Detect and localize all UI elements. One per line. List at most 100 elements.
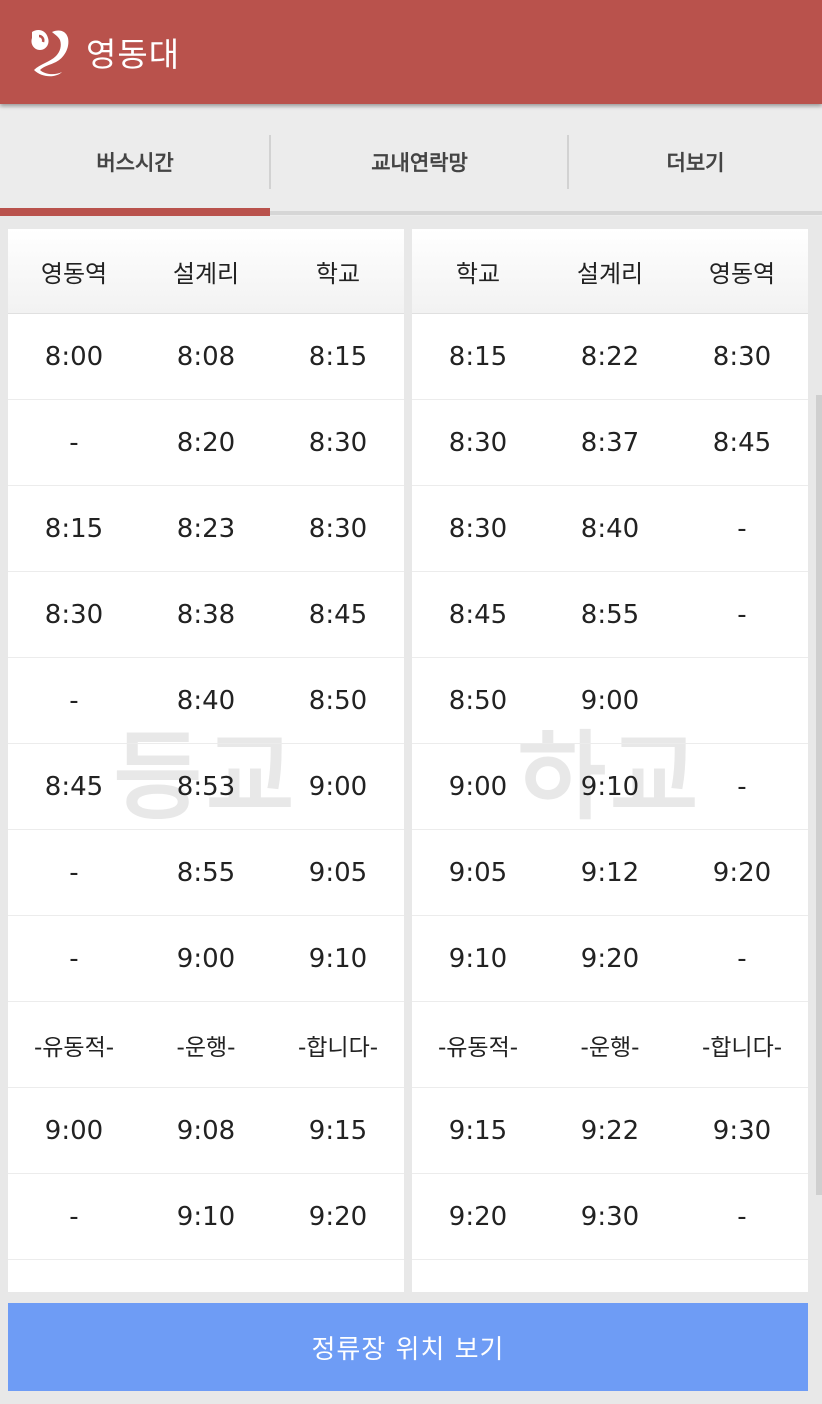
timetable-row: 8:30 8:37 8:45 bbox=[412, 400, 808, 486]
tab-baseline bbox=[0, 211, 822, 215]
time-cell: 8:30 bbox=[308, 513, 368, 544]
time-cell: 8:50 bbox=[448, 685, 508, 716]
timetable-note-row: -유동적- -운행- -합니다- bbox=[412, 1002, 808, 1088]
time-cell: 9:00 bbox=[580, 685, 640, 716]
time-cell: 9:20 bbox=[308, 1201, 368, 1232]
timetable-row: 9:10 9:20 - bbox=[412, 916, 808, 1002]
time-cell: 8:45 bbox=[44, 771, 104, 802]
time-cell: - bbox=[737, 1201, 747, 1232]
time-cell: 8:45 bbox=[308, 599, 368, 630]
note-cell: -유동적- bbox=[437, 1034, 519, 1061]
tab-contacts[interactable]: 교내연락망 bbox=[371, 151, 468, 175]
time-cell: 9:20 bbox=[448, 1201, 508, 1232]
time-cell: 9:00 bbox=[308, 771, 368, 802]
time-cell: 9:10 bbox=[580, 771, 640, 802]
time-cell: 9:30 bbox=[712, 1115, 772, 1146]
time-cell: - bbox=[69, 427, 79, 458]
timetable-row: 9:15 9:22 9:30 bbox=[412, 1088, 808, 1174]
time-cell: 9:00 bbox=[44, 1115, 104, 1146]
column-header: 영동역 bbox=[40, 259, 108, 288]
tab-divider bbox=[567, 135, 569, 189]
timetable-row: 8:45 8:55 - bbox=[412, 572, 808, 658]
app-title: 영동대 bbox=[86, 35, 181, 74]
time-cell: 8:23 bbox=[176, 513, 236, 544]
tab-more[interactable]: 더보기 bbox=[666, 151, 725, 175]
tab-bar: 버스시간 교내연락망 더보기 bbox=[0, 108, 822, 216]
active-tab-indicator bbox=[0, 208, 270, 216]
yd-logo-icon[interactable] bbox=[26, 26, 74, 78]
time-cell: 9:22 bbox=[580, 1115, 640, 1146]
note-cell: -유동적- bbox=[33, 1034, 115, 1061]
time-cell: - bbox=[737, 513, 747, 544]
note-cell: -합니다- bbox=[701, 1034, 783, 1061]
time-cell: 8:08 bbox=[176, 341, 236, 372]
time-cell: 8:40 bbox=[580, 513, 640, 544]
tab-bus-time[interactable]: 버스시간 bbox=[96, 151, 174, 175]
timetable-row: 9:20 9:30 - bbox=[412, 1174, 808, 1260]
time-cell: 8:40 bbox=[176, 685, 236, 716]
timetable-row: 8:15 8:23 8:30 bbox=[8, 486, 404, 572]
note-cell: -합니다- bbox=[297, 1034, 379, 1061]
time-cell: 8:30 bbox=[448, 427, 508, 458]
timetable-row: 9:05 9:12 9:20 bbox=[412, 830, 808, 916]
time-cell: 9:20 bbox=[712, 857, 772, 888]
panel-watermark: 하교 bbox=[517, 721, 703, 833]
scrollbar[interactable] bbox=[816, 395, 822, 1195]
time-cell: 9:15 bbox=[308, 1115, 368, 1146]
column-header: 설계리 bbox=[172, 259, 240, 288]
time-cell: 9:20 bbox=[580, 943, 640, 974]
time-cell: 9:30 bbox=[580, 1201, 640, 1232]
show-stop-location-button[interactable]: 정류장 위치 보기 bbox=[8, 1303, 808, 1391]
time-cell: 8:38 bbox=[176, 599, 236, 630]
time-cell: 9:00 bbox=[448, 771, 508, 802]
time-cell: - bbox=[69, 857, 79, 888]
timetable-row: - 8:40 8:50 bbox=[8, 658, 404, 744]
time-cell: - bbox=[737, 771, 747, 802]
timetable-row: 8:30 8:40 - bbox=[412, 486, 808, 572]
column-header: 학교 bbox=[315, 259, 361, 288]
time-cell: - bbox=[737, 943, 747, 974]
time-cell: 8:55 bbox=[580, 599, 640, 630]
app-bar: 영동대 bbox=[0, 0, 822, 104]
time-cell: - bbox=[737, 599, 747, 630]
time-cell: 9:05 bbox=[448, 857, 508, 888]
timetable-row: - 8:20 8:30 bbox=[8, 400, 404, 486]
time-cell: 9:05 bbox=[308, 857, 368, 888]
time-cell: 8:45 bbox=[448, 599, 508, 630]
note-cell: -운행- bbox=[580, 1034, 640, 1061]
timetable-header: 학교 설계리 영동역 bbox=[412, 229, 808, 314]
time-cell: 9:10 bbox=[448, 943, 508, 974]
time-cell: 8:53 bbox=[176, 771, 236, 802]
timetable-row: - 8:55 9:05 bbox=[8, 830, 404, 916]
time-cell: 8:50 bbox=[308, 685, 368, 716]
time-cell: 8:15 bbox=[308, 341, 368, 372]
time-cell: 8:30 bbox=[448, 513, 508, 544]
time-cell: 8:30 bbox=[44, 599, 104, 630]
time-cell: 8:20 bbox=[176, 427, 236, 458]
time-cell: 9:12 bbox=[580, 857, 640, 888]
timetable-row: 8:15 8:22 8:30 bbox=[412, 314, 808, 400]
time-cell: 8:45 bbox=[712, 427, 772, 458]
tab-divider bbox=[269, 135, 271, 189]
time-cell: 8:00 bbox=[44, 341, 104, 372]
timetable-row: 9:00 9:08 9:15 bbox=[8, 1088, 404, 1174]
column-header: 학교 bbox=[455, 259, 501, 288]
time-cell: 9:15 bbox=[448, 1115, 508, 1146]
time-cell: 9:10 bbox=[308, 943, 368, 974]
time-cell: 9:10 bbox=[176, 1201, 236, 1232]
time-cell: - bbox=[69, 943, 79, 974]
column-header: 영동역 bbox=[708, 259, 776, 288]
time-cell: 8:37 bbox=[580, 427, 640, 458]
time-cell: - bbox=[69, 1201, 79, 1232]
time-cell: 8:55 bbox=[176, 857, 236, 888]
timetable-row: - 9:10 9:20 bbox=[8, 1174, 404, 1260]
time-cell: 8:15 bbox=[448, 341, 508, 372]
timetable-row: 8:45 8:53 9:00 bbox=[8, 744, 404, 830]
timetable-to-school[interactable]: 등교 영동역 설계리 학교 8:00 8:08 8:15 - 8:20 8:30… bbox=[8, 229, 404, 1292]
timetable-row: - 9:00 9:10 bbox=[8, 916, 404, 1002]
timetable-row: 8:50 9:00 bbox=[412, 658, 808, 744]
timetable-from-school[interactable]: 하교 학교 설계리 영동역 8:15 8:22 8:30 8:30 8:37 8… bbox=[412, 229, 808, 1292]
timetable-note-row: -유동적- -운행- -합니다- bbox=[8, 1002, 404, 1088]
note-cell: -운행- bbox=[176, 1034, 236, 1061]
time-cell: 8:22 bbox=[580, 341, 640, 372]
